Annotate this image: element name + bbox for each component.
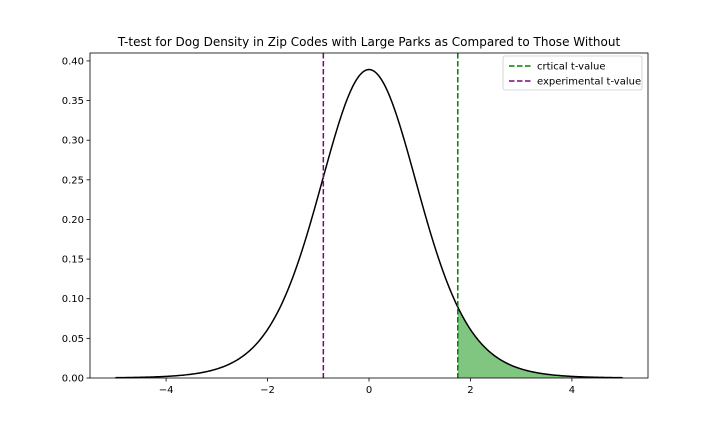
legend: crtical t-value experimental t-value (502, 55, 643, 91)
x-tick-label: −2 (260, 385, 275, 396)
y-tick-label: 0.20 (62, 215, 84, 226)
y-tick-label: 0.40 (62, 56, 84, 67)
x-tick-label: 2 (467, 385, 473, 396)
x-tick-label: −4 (159, 385, 174, 396)
y-tick-label: 0.30 (62, 136, 84, 147)
y-tick-label: 0.00 (62, 374, 84, 385)
y-tick-label: 0.10 (62, 294, 84, 305)
legend-label: experimental t-value (537, 77, 641, 88)
chart-title: T-test for Dog Density in Zip Codes with… (117, 35, 621, 49)
y-tick-label: 0.25 (62, 175, 84, 186)
x-tick-label: 4 (569, 385, 575, 396)
shaded-rejection-region (457, 307, 623, 378)
y-tick-label: 0.05 (62, 334, 84, 345)
axes: −4 −2 0 2 4 0.00 0.05 0.10 0.15 0.20 0.25 0.30 0.35 0… (62, 52, 649, 396)
x-tick-label: 0 (366, 385, 372, 396)
axes-frame (89, 52, 649, 379)
t-distribution-curve (115, 68, 623, 379)
y-tick-label: 0.35 (62, 96, 84, 107)
legend-box (502, 55, 643, 91)
plot-area (115, 53, 623, 379)
y-tick-label: 0.15 (62, 255, 84, 266)
legend-label: crtical t-value (537, 62, 605, 73)
